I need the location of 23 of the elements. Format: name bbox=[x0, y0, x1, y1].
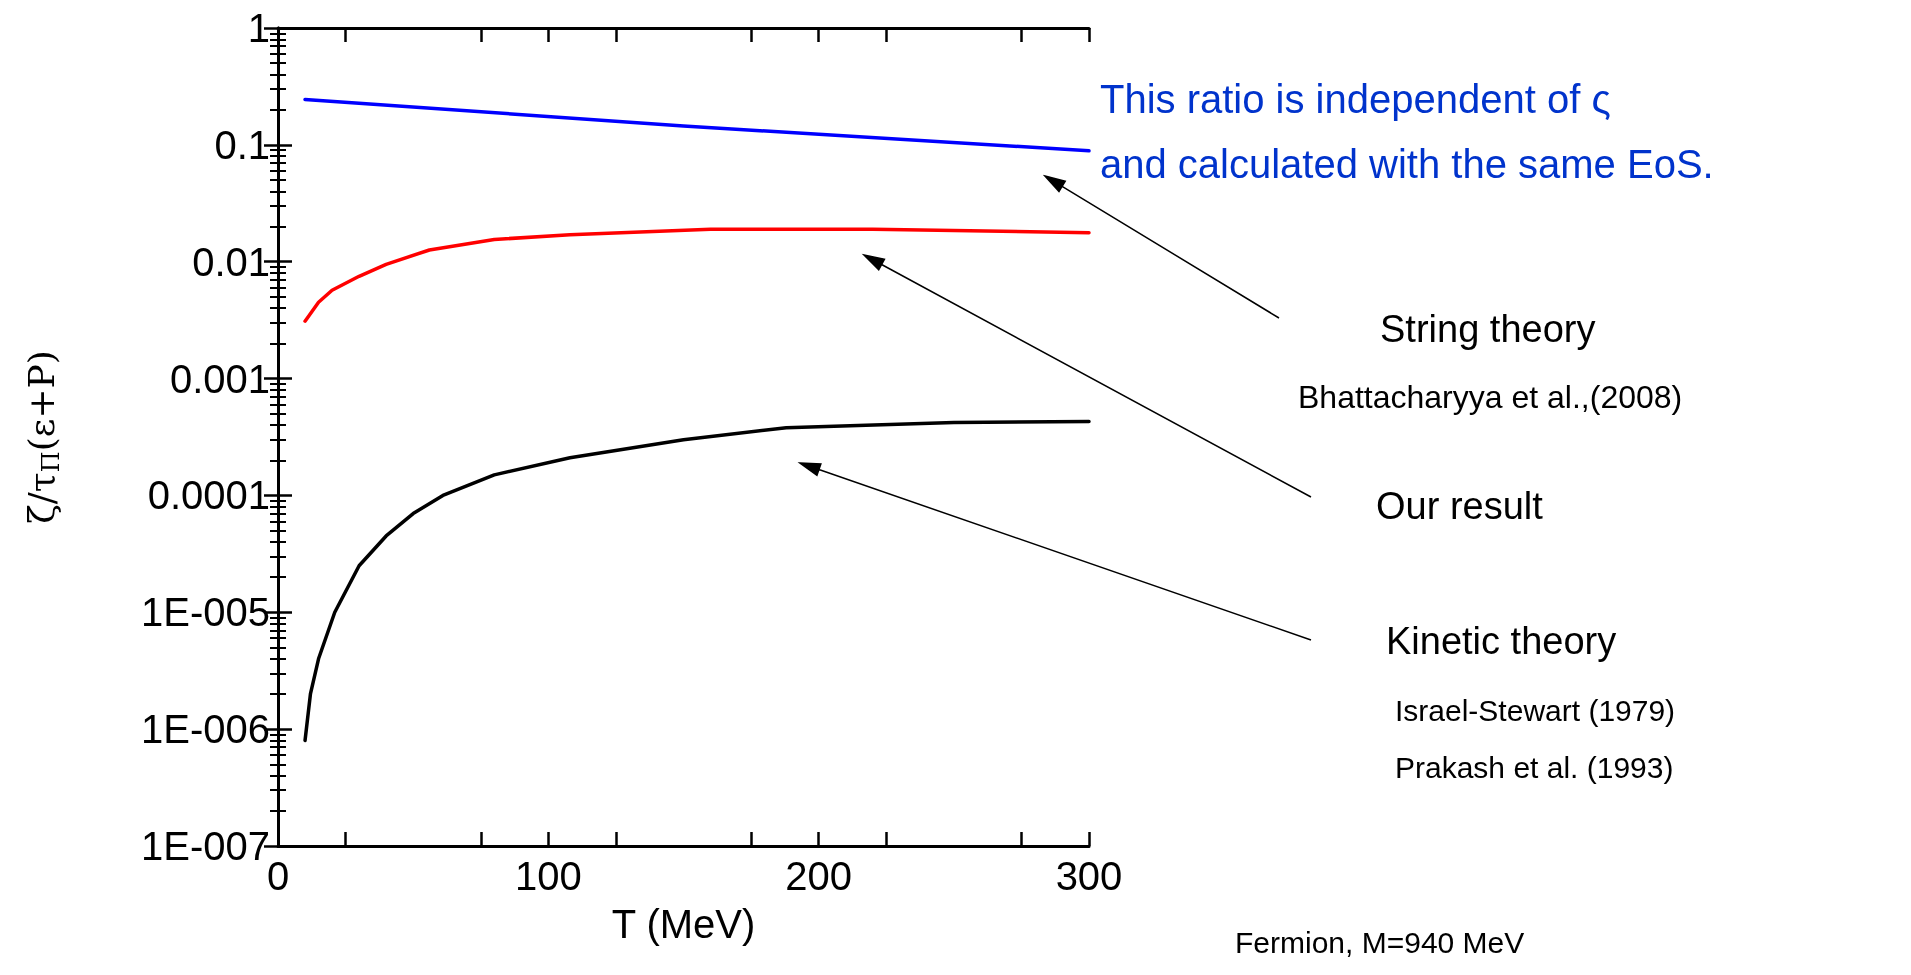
text: String theory bbox=[1380, 308, 1596, 351]
text: Kinetic theory bbox=[1386, 620, 1617, 663]
y-tick-label: 1E-005 bbox=[141, 590, 270, 635]
text: Bhattacharyya et al.,(2008) bbox=[1298, 378, 1683, 415]
x-tick-label: 300 bbox=[1055, 854, 1123, 898]
text: Our result bbox=[1376, 485, 1544, 528]
text: Prakash et al. (1993) bbox=[1395, 750, 1674, 784]
line-series bbox=[303, 227, 1091, 323]
line-series bbox=[303, 419, 1091, 743]
y-tick-label: 0.0001 bbox=[147, 473, 270, 518]
x-tick-label: 200 bbox=[785, 854, 853, 898]
y-tick-label: 0.01 bbox=[192, 239, 270, 284]
y-tick-label: 0.1 bbox=[214, 122, 270, 167]
x-tick-label: 100 bbox=[514, 854, 582, 898]
y-axis-title: ζ/τΠ(ε+P) bbox=[20, 350, 65, 524]
y-tick-label: 0.001 bbox=[169, 356, 270, 401]
text: Fermion, M=940 MeV bbox=[1235, 925, 1525, 959]
y-tick-label: 1 bbox=[247, 6, 270, 50]
y-tick-label: 1E-006 bbox=[141, 707, 270, 752]
text: This ratio is independent of ς bbox=[1100, 77, 1611, 121]
text: Israel-Stewart (1979) bbox=[1395, 693, 1676, 727]
x-axis-title: T (MeV) bbox=[611, 902, 756, 946]
text: and calculated with the same EoS. bbox=[1100, 142, 1714, 186]
